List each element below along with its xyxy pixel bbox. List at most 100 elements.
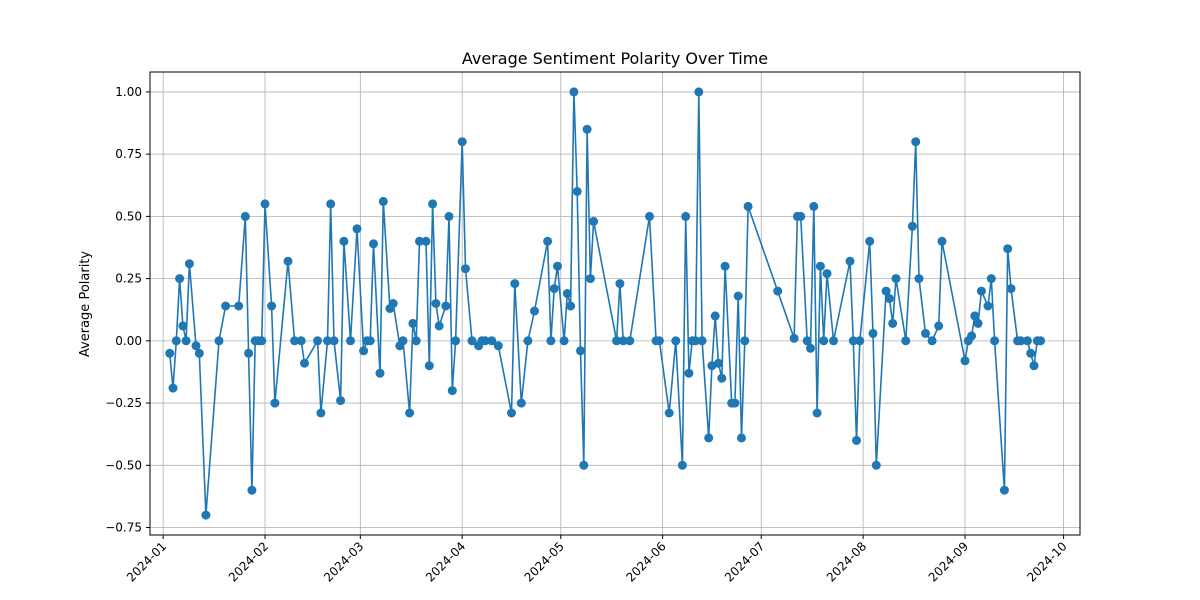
data-point <box>743 201 753 211</box>
y-tick-label: −0.75 <box>105 521 142 535</box>
data-point <box>260 199 270 209</box>
data-point <box>546 336 556 346</box>
data-point <box>447 386 457 396</box>
data-point <box>175 274 185 284</box>
data-point <box>428 199 438 209</box>
data-point <box>907 221 917 231</box>
data-point <box>921 328 930 338</box>
axes-frame <box>149 71 1081 536</box>
data-point <box>806 343 815 353</box>
data-point <box>523 336 533 346</box>
data-point <box>346 336 355 346</box>
data-series <box>165 87 1046 520</box>
data-point <box>168 383 178 393</box>
data-point <box>572 187 582 196</box>
data-point <box>740 336 750 346</box>
data-point <box>654 336 664 346</box>
data-point <box>681 211 691 221</box>
data-point <box>461 264 470 274</box>
data-point <box>819 336 829 346</box>
data-point <box>812 408 822 418</box>
data-point <box>796 211 806 221</box>
data-point <box>326 199 336 209</box>
data-point <box>553 261 562 271</box>
data-point <box>194 348 204 358</box>
data-point <box>244 348 254 358</box>
data-point <box>247 485 257 495</box>
data-point <box>201 510 211 520</box>
data-point <box>411 336 421 346</box>
data-point <box>359 346 369 356</box>
data-point <box>829 336 838 346</box>
data-point <box>283 256 293 266</box>
data-point <box>671 336 681 346</box>
data-point <box>802 336 812 346</box>
data-point <box>618 336 628 346</box>
data-point <box>927 336 937 346</box>
data-point <box>720 261 730 271</box>
data-point <box>487 336 497 346</box>
y-axis-ticks: −0.75 −0.50 −0.25 0.00 0.25 0.50 0.75 1.00 <box>105 85 150 535</box>
data-point <box>884 294 894 303</box>
data-point <box>579 460 589 470</box>
data-point <box>424 361 434 371</box>
y-tick-label: 0.25 <box>115 272 142 286</box>
data-point <box>970 311 980 321</box>
data-point <box>937 236 947 246</box>
data-point <box>480 336 490 346</box>
chart-title: Average Sentiment Polarity Over Time <box>462 49 768 68</box>
data-point <box>986 274 996 284</box>
data-point <box>691 336 700 346</box>
data-point <box>181 336 191 346</box>
data-point <box>171 336 181 346</box>
data-point <box>855 336 865 346</box>
data-point <box>717 373 727 383</box>
data-point <box>852 435 861 445</box>
data-point <box>865 236 875 246</box>
data-point <box>1003 244 1013 254</box>
data-point <box>388 299 398 308</box>
data-point <box>441 301 451 311</box>
data-point <box>530 306 539 316</box>
y-axis-label: Average Polarity <box>78 251 93 357</box>
data-point <box>1036 336 1046 346</box>
data-point <box>848 336 858 346</box>
data-point <box>645 211 654 221</box>
data-point <box>612 336 622 346</box>
data-point <box>569 87 579 97</box>
data-point <box>684 368 694 378</box>
data-point <box>352 224 362 234</box>
data-point <box>415 236 424 246</box>
data-point <box>582 124 592 134</box>
data-point <box>789 333 799 343</box>
y-tick-label: 1.00 <box>115 85 142 99</box>
data-point <box>516 398 526 408</box>
data-point <box>434 321 444 331</box>
data-point <box>221 301 231 311</box>
data-point <box>822 269 832 279</box>
data-point <box>467 336 477 346</box>
data-point <box>339 236 349 246</box>
data-point <box>300 358 309 368</box>
data-point <box>240 211 250 221</box>
data-point <box>507 408 516 418</box>
data-point <box>664 408 674 418</box>
data-point <box>375 368 385 378</box>
data-point <box>398 336 408 346</box>
data-point <box>881 286 891 296</box>
data-point <box>451 336 461 346</box>
data-point <box>983 301 993 311</box>
data-point <box>1022 336 1032 346</box>
data-point <box>1006 284 1016 294</box>
data-point <box>566 301 576 311</box>
data-point <box>888 318 898 328</box>
data-point <box>1029 361 1039 371</box>
data-point <box>191 341 201 351</box>
data-point <box>934 321 944 331</box>
data-point <box>444 211 454 221</box>
data-point <box>960 356 970 366</box>
data-point <box>234 301 244 311</box>
data-point <box>316 408 326 418</box>
data-point <box>184 259 194 269</box>
